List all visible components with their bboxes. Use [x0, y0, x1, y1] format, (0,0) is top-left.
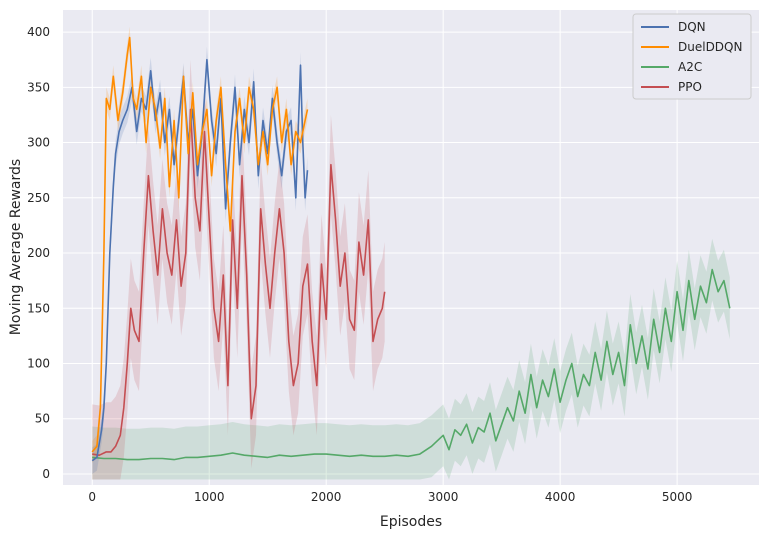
x-tick-label: 3000	[428, 490, 459, 504]
x-axis-label: Episodes	[380, 514, 442, 530]
legend: DQN DuelDDQN A2C PPO	[632, 13, 752, 100]
duelddqn-line	[91, 36, 309, 453]
tick-labels: 0 1000 2000 3000 4000 5000 0 50 100 150 200 250 300 3…	[27, 25, 692, 504]
x-tick-label: 5000	[662, 490, 693, 504]
legend-label-duelddqn: DuelDDQN	[678, 40, 742, 54]
series-lines	[91, 36, 731, 462]
y-tick-label: 150	[27, 301, 50, 315]
y-tick-label: 250	[27, 191, 50, 205]
y-tick-label: 400	[27, 25, 50, 39]
y-tick-label: 0	[42, 467, 50, 481]
legend-label-a2c: A2C	[678, 60, 702, 74]
x-tick-label: 2000	[311, 490, 342, 504]
y-tick-label: 200	[27, 246, 50, 260]
legend-label-dqn: DQN	[678, 20, 706, 34]
y-tick-label: 350	[27, 80, 50, 94]
y-tick-label: 300	[27, 136, 50, 150]
grid-lines	[63, 10, 759, 485]
y-tick-label: 50	[35, 412, 50, 426]
y-axis-label: Moving Average Rewards	[8, 159, 24, 335]
ppo-line	[92, 108, 386, 457]
a2c-line	[92, 268, 731, 461]
x-tick-label: 1000	[194, 490, 225, 504]
a2c-band	[92, 238, 730, 480]
dqn-line	[91, 58, 309, 462]
x-tick-label: 4000	[545, 490, 576, 504]
y-tick-label: 100	[27, 356, 50, 370]
legend-label-ppo: PPO	[678, 80, 702, 94]
legend-box	[632, 13, 752, 100]
x-tick-label: 0	[88, 490, 96, 504]
